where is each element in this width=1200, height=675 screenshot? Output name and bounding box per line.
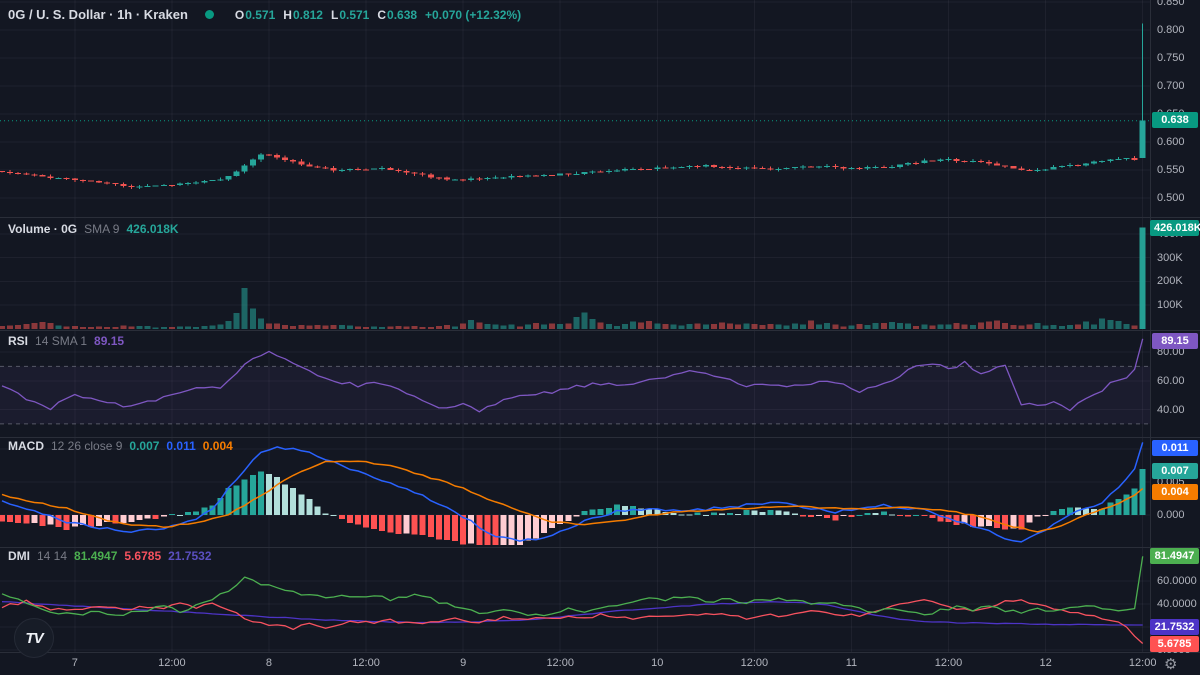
axis-label: 0.500 [1157,192,1185,204]
axis-label: 300K [1157,251,1183,264]
macd-hist-value: 0.007 [129,439,160,453]
time-label: 9 [460,657,467,669]
dmi-minus-badge: 5.6785 [1150,636,1199,652]
volume-badge: 426.018K [1150,220,1200,236]
tradingview-logo[interactable]: TV [14,618,54,658]
macd-pane [0,442,1146,545]
axis-label: 200K [1157,275,1183,288]
axis-label: 40.0000 [1157,598,1197,610]
rsi-value: 89.15 [94,334,125,348]
time-label: 11 [845,657,858,669]
market-status-icon [204,10,214,19]
dmi-plus-badge: 81.4947 [1150,548,1199,564]
axis-label: 0.550 [1157,164,1185,176]
close-value: 0.638 [387,7,418,22]
time-label: 12:00 [740,657,769,669]
low-label: L [330,7,339,22]
time-label: 12 [1039,657,1052,669]
pane-dividers [0,0,1200,653]
open-label: O [234,7,245,22]
high-label: H [283,7,292,22]
symbol-legend[interactable]: 0G / U. S. Dollar · 1h · Kraken O 0.571 H… [8,7,521,22]
volume-title: Volume · 0G [8,222,78,236]
dmi-minus-value: 5.6785 [124,549,162,563]
dmi-plus-value: 81.4947 [74,549,118,563]
time-label: 12:00 [1128,657,1156,669]
high-value: 0.812 [292,7,323,22]
close-label: C [377,7,387,22]
axis-label: 0.700 [1157,80,1185,92]
axis-label: 0.600 [1157,136,1185,148]
macd-line-badge: 0.011 [1152,440,1198,456]
change-value: +0.070 (+12.32%) [425,7,522,22]
rsi-badge: 89.15 [1152,333,1198,349]
time-axis[interactable]: 7 12:00 8 12:00 9 12:00 10 12:00 11 12:00 12 12:00 [0,653,1156,675]
axis-label: 0.000 [1157,509,1185,521]
macd-signal-badge: 0.004 [1152,484,1198,500]
axis-label: 0.750 [1157,52,1185,64]
low-value: 0.571 [339,7,370,22]
axis-label: 60.00 [1157,374,1185,387]
dmi-pane [1,556,1144,644]
time-label: 12:00 [352,657,380,669]
macd-params: 12 26 close 9 [51,439,123,453]
volume-value: 426.018K [126,222,179,236]
dmi-adx-badge: 21.7532 [1150,619,1199,635]
axis-label: 60.0000 [1157,575,1197,587]
axis-label: 80.00 [1157,346,1185,358]
candles [0,23,1146,190]
time-label: 10 [651,657,664,669]
time-label: 12:00 [934,657,963,669]
rsi-params: 14 SMA 1 [35,334,88,348]
dmi-params: 14 14 [37,549,68,563]
time-label: 12:00 [158,657,186,669]
volume-bars [0,227,1146,329]
dmi-legend[interactable]: DMI 14 14 81.4947 5.6785 21.7532 [8,549,212,563]
dmi-title: DMI [8,549,30,563]
settings-gear-icon[interactable]: ⚙ [1164,656,1178,673]
macd-legend[interactable]: MACD 12 26 close 9 0.007 0.011 0.004 [8,439,233,453]
rsi-legend[interactable]: RSI 14 SMA 1 89.15 [8,334,124,348]
price-badge: 0.638 [1152,112,1198,128]
axis-label: 100K [1157,299,1183,312]
macd-title: MACD [8,439,44,453]
open-value: 0.571 [245,7,276,22]
volume-params: SMA 9 [84,222,120,236]
symbol-title: 0G / U. S. Dollar · 1h · Kraken [8,7,188,22]
macd-line-value: 0.011 [166,439,196,453]
macd-hist-badge: 0.007 [1152,463,1198,479]
rsi-pane [0,338,1150,425]
rsi-title: RSI [8,334,29,348]
axis-label: 0.850 [1157,0,1185,8]
time-label: 8 [265,657,273,669]
dmi-adx-value: 21.7532 [168,549,212,563]
macd-signal-value: 0.004 [202,439,233,453]
volume-legend[interactable]: Volume · 0G SMA 9 426.018K [8,222,179,236]
time-label: 12:00 [546,657,574,669]
axis-label: 0.800 [1157,24,1185,36]
ohlc-row: O 0.571 H 0.812 L 0.571 C 0.638 +0.070 (+12.… [235,8,521,22]
axis-label: 40.00 [1157,403,1185,416]
time-label: 7 [71,657,78,669]
